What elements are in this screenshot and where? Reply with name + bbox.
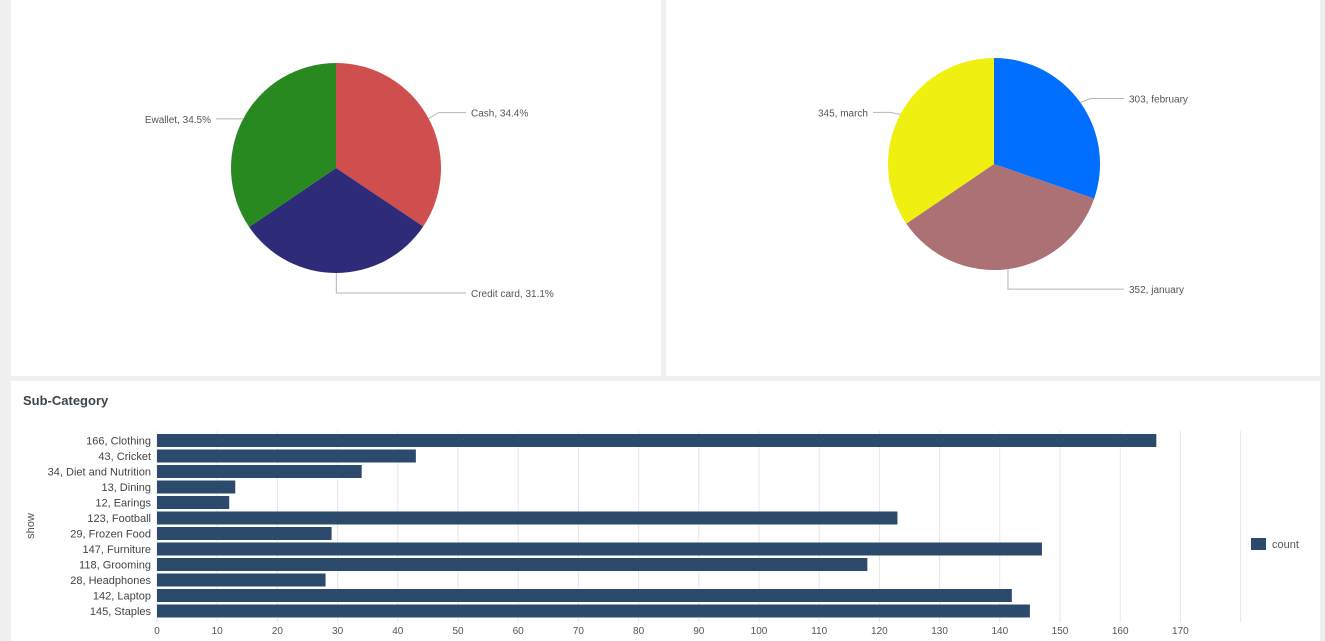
x-tick-label: 40	[392, 626, 404, 637]
pie-slice-label: Credit card, 31.1%	[471, 289, 554, 300]
bar[interactable]	[157, 496, 230, 509]
pie-slice-label: 352, january	[1129, 285, 1184, 296]
bar[interactable]	[157, 573, 326, 587]
x-tick-label: 20	[272, 626, 284, 637]
pie-label-leader	[335, 272, 466, 294]
x-tick-label: 50	[452, 626, 464, 637]
sub-category-panel: Sub-Category 0 10 20 30 40 50 60 70 80 90 100 110 12…	[11, 381, 1320, 641]
pie-slice[interactable]	[336, 63, 442, 227]
bar[interactable]	[157, 449, 416, 463]
pie-slice-label: Cash, 34.4%	[471, 109, 528, 120]
y-tick-label: 29, Frozen Food	[70, 529, 151, 541]
y-tick-label: 43, Cricket	[98, 451, 151, 463]
pie-label-leader	[1007, 269, 1124, 290]
x-tick-label: 70	[573, 626, 585, 637]
pie-slice[interactable]	[994, 58, 1100, 199]
y-axis-label: show	[25, 513, 37, 539]
x-tick-label: 110	[811, 626, 827, 637]
y-tick-label: 145, Staples	[90, 606, 152, 618]
bar[interactable]	[157, 480, 236, 494]
month-pie-chart: 303, february 352, january 345, march	[818, 58, 1188, 296]
y-tick-label: 166, Clothing	[86, 436, 151, 448]
pie-slice[interactable]	[906, 164, 1095, 271]
y-tick-label: 147, Furniture	[83, 544, 151, 556]
bar[interactable]	[157, 542, 1042, 556]
bar[interactable]	[157, 527, 332, 540]
x-tick-label: 100	[751, 626, 768, 637]
x-tick-label: 80	[633, 626, 645, 637]
x-tick-label: 150	[1052, 626, 1069, 637]
y-tick-label: 12, Earings	[95, 498, 151, 510]
y-tick-label: 13, Dining	[101, 482, 151, 494]
payment-pie-panel: Cash, 34.4% Credit card, 31.1% Ewallet, 34…	[11, 0, 661, 376]
payment-pie-chart: Cash, 34.4% Credit card, 31.1% Ewallet, 34…	[145, 63, 554, 300]
x-tick-label: 170	[1172, 626, 1189, 637]
bar[interactable]	[157, 465, 362, 478]
pie-label-leader	[1080, 98, 1124, 103]
x-tick-label: 60	[513, 626, 525, 637]
y-tick-label: 142, Laptop	[93, 591, 151, 603]
pie-slice-label: 345, march	[818, 108, 868, 119]
x-tick-label: 160	[1112, 626, 1129, 637]
x-tick-label: 90	[693, 626, 705, 637]
y-tick-label: 118, Grooming	[79, 560, 151, 572]
x-tick-label: 140	[991, 626, 1008, 637]
x-tick-label: 30	[332, 626, 344, 637]
pie-slice-label: Ewallet, 34.5%	[145, 115, 211, 126]
pie-slice[interactable]	[249, 168, 424, 273]
pie-label-leader	[428, 112, 466, 120]
bar[interactable]	[157, 589, 1012, 602]
x-tick-label: 0	[154, 626, 160, 637]
bar[interactable]	[157, 558, 868, 571]
bar[interactable]	[157, 434, 1157, 447]
bar[interactable]	[157, 604, 1030, 618]
bar[interactable]	[157, 511, 898, 525]
y-tick-label: 34, Diet and Nutrition	[48, 467, 151, 479]
pie-slice[interactable]	[231, 63, 336, 228]
y-tick-label: 123, Football	[87, 513, 151, 525]
x-tick-label: 10	[212, 626, 224, 637]
panel-title: Sub-Category	[23, 393, 109, 408]
legend-swatch	[1251, 538, 1266, 550]
y-tick-label: 28, Headphones	[70, 575, 151, 587]
pie-label-leader	[873, 111, 901, 115]
pie-slice-label: 303, february	[1129, 95, 1188, 106]
x-tick-label: 130	[931, 626, 948, 637]
sub-category-bar-chart: 0 10 20 30 40 50 60 70 80 90 100 110 120 130 140 150 160…	[25, 431, 1299, 637]
pie-slice[interactable]	[888, 58, 994, 224]
legend-label: count	[1272, 539, 1299, 551]
x-tick-label: 120	[871, 626, 888, 637]
month-pie-panel: 303, february 352, january 345, march	[666, 0, 1320, 376]
